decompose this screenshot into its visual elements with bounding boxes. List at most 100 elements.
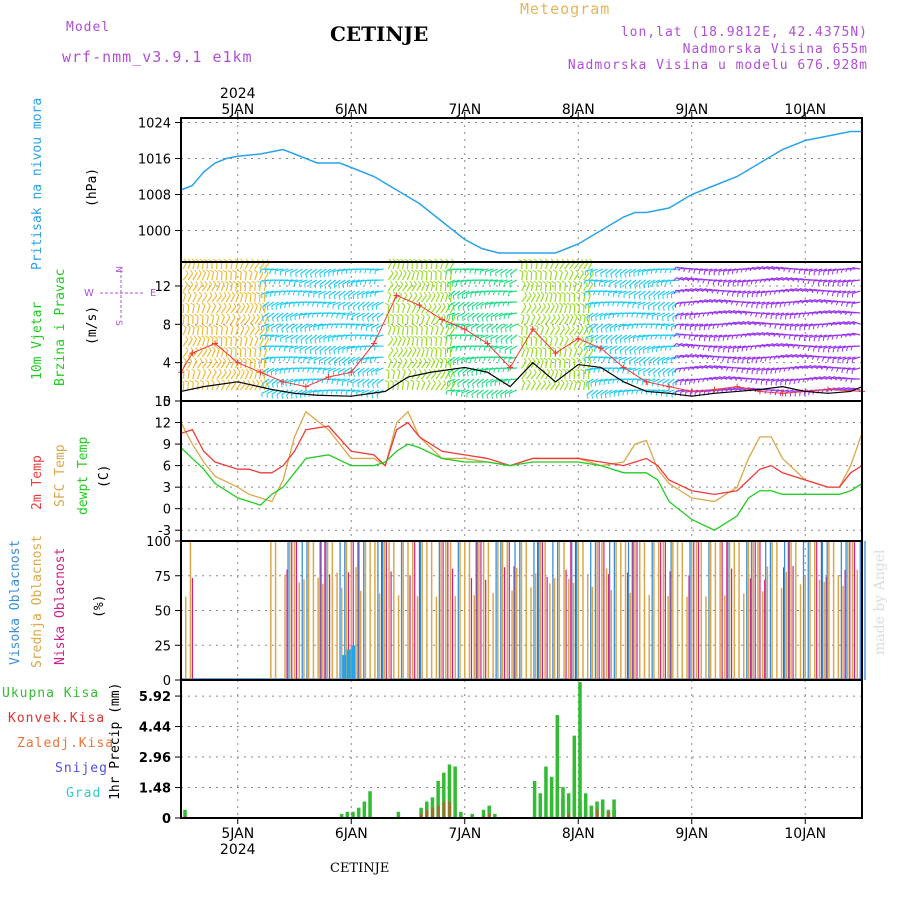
wind-barb-flag [595,339,598,344]
wind-barb [814,279,823,282]
wind-barb-flag [459,335,462,340]
wind-barb-flag [428,346,433,350]
wind-barb-flag [525,346,529,350]
wind-barb-flag [429,324,434,328]
wind-barb-flag [357,294,359,300]
wind-barb-flag [218,368,222,373]
wind-barb [182,294,187,303]
wind-barb-flag [725,300,729,305]
wind-barb [595,268,604,274]
wind-barb [709,268,718,272]
wind-barb-flag [198,269,202,274]
wind-barb [525,382,531,391]
wind-barb-flag [821,299,825,304]
wind-barb [346,323,355,326]
wind-barb [430,349,433,358]
wind-barb-flag [265,358,267,363]
wind-barb-flag [432,335,437,339]
wind-barb [591,389,599,396]
wind-barb-flag [697,278,701,283]
wind-barb-flag [583,346,586,351]
wind-barb [638,290,647,297]
wind-barb-flag [185,346,189,351]
wind-barb-flag [276,383,279,388]
wind-barb [662,301,670,308]
wind-barb-flag [701,365,706,370]
wind-barb-flag [302,368,305,373]
wind-barb-flag [266,317,270,322]
wind-barb-flag [764,323,767,328]
wind-barb-flag [199,313,204,317]
wind-barb-flag [285,317,288,322]
wind-barb-flag [698,313,701,318]
wind-barb-flag [394,269,399,274]
tick-label-temp: 12 [154,417,171,432]
wind-barb-flag [290,339,293,344]
wind-barb [595,334,604,340]
wind-barb [220,271,223,281]
cloud-bar-high-fill [342,654,347,680]
wind-barb [323,356,332,362]
wind-barb-flag [580,368,585,372]
wind-barb [271,367,279,373]
wind-barb [583,273,590,281]
wind-barb [192,272,198,281]
wind-barb-flag [631,313,634,318]
wind-barb-flag [247,314,251,318]
wind-barb-flag [648,361,651,366]
wind-barb-flag [395,324,400,328]
wind-barb-flag [278,291,281,296]
wind-barb-flag [830,300,834,305]
wind-barb-flag [740,321,744,326]
wind-barb-flag [706,377,710,382]
wind-barb-flag [570,335,575,340]
wind-gust-marker [212,340,219,347]
wind-barb-flag [648,295,651,300]
wind-barb-flag [765,314,768,319]
wind-barb-flag [439,258,444,262]
wind-barb-flag [399,357,403,362]
wind-barb-flag [612,379,615,384]
wind-barb-flag [614,339,618,344]
wind-barb-flag [336,336,338,341]
wind-barb-flag [257,324,260,329]
wind-barb [847,356,856,361]
wind-gust-marker [597,345,604,352]
wind-barb [476,312,484,319]
wind-barb-flag [427,269,432,273]
wind-barb-flag [333,284,336,289]
wind-barb [430,294,436,303]
wind-barb [525,283,530,292]
wind-barb-flag [199,258,204,262]
wind-barb [852,279,861,282]
wind-barb-flag [850,280,853,286]
wind-barb [540,294,545,303]
wind-barb [471,389,480,395]
wind-barb [481,378,489,385]
wind-barb-flag [787,343,791,348]
precip-bars [183,682,616,818]
wind-barb [633,367,642,372]
wind-barb [235,337,238,347]
wind-barb-flag [835,310,839,315]
wind-barb-flag [645,335,648,341]
wind-barb-flag [711,299,715,303]
wind-barb [230,283,233,292]
wind-barb [666,356,675,361]
wind-barb-flag [228,346,233,350]
wind-barb-flag [489,303,491,308]
wind-barb-flag [423,324,428,328]
wind-barb [752,290,761,294]
wind-barb [847,290,856,295]
wind-barb-flag [212,302,217,307]
wind-barb [216,382,221,391]
wind-barb [776,378,785,383]
wind-barb-flag [740,377,744,382]
wind-barb-flag [387,291,392,295]
wind-barb-flag [783,289,787,293]
wind-barb [525,360,532,369]
wind-barb [658,367,666,374]
wind-barb-flag [768,332,772,337]
wind-barb-flag [445,324,448,329]
wind-barb-flag [830,322,834,327]
